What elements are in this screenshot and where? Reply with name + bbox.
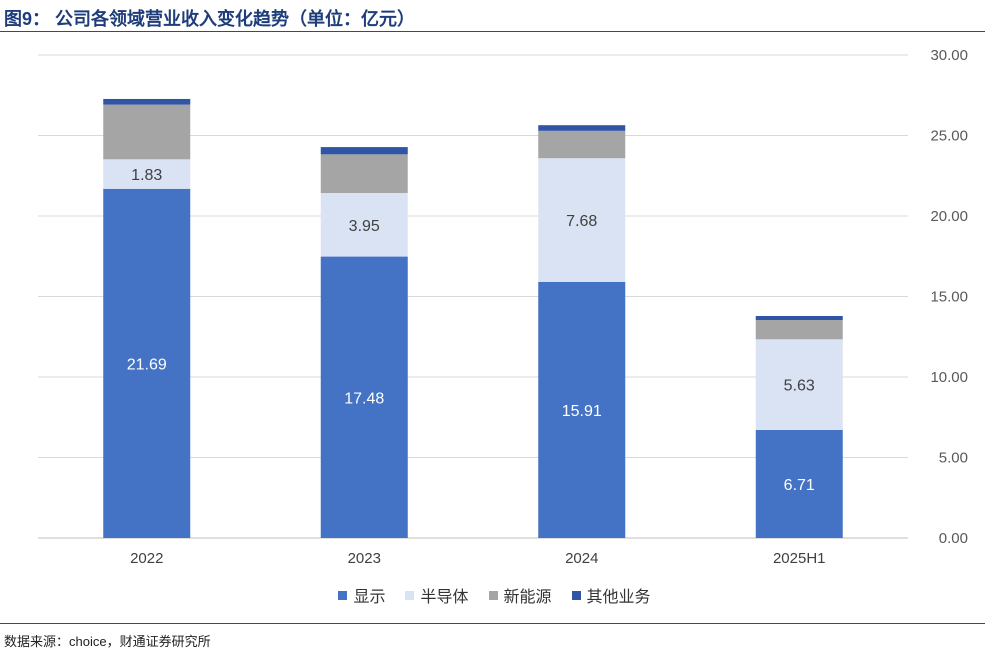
figure-title: 图9： 公司各领域营业收入变化趋势（单位：亿元）: [4, 9, 416, 29]
bar-segment: [103, 104, 191, 160]
data-source-note: 数据来源：choice，财通证券研究所: [4, 634, 211, 649]
y-tick-label: 25.00: [930, 128, 968, 145]
y-tick-label: 0.00: [939, 530, 968, 547]
legend-label: 新能源: [503, 589, 552, 606]
data-label: 15.91: [562, 403, 602, 420]
bar-segment: [320, 256, 408, 538]
bar-segment: [320, 192, 408, 257]
bar-segment: [755, 339, 843, 430]
bar-segment: [538, 158, 626, 282]
legend-item: 其他业务: [571, 583, 651, 607]
legend-swatch: [488, 590, 498, 600]
legend-label: 其他业务: [586, 589, 651, 606]
title-divider: [0, 31, 985, 32]
x-tick-label: 2023: [348, 550, 381, 567]
legend-swatch: [405, 590, 415, 600]
data-label: 3.95: [349, 218, 380, 235]
bar-segment: [755, 315, 843, 321]
y-tick-label: 20.00: [930, 208, 968, 225]
y-tick-label: 10.00: [930, 369, 968, 386]
data-label: 17.48: [344, 390, 384, 407]
bar-segment: [755, 429, 843, 538]
legend-swatch: [571, 590, 581, 600]
legend-swatch: [338, 590, 348, 600]
bar-segment: [103, 188, 191, 538]
bar-segment: [103, 159, 191, 189]
data-label: 6.71: [784, 477, 815, 494]
bar-segment: [103, 98, 191, 105]
legend-item: 半导体: [405, 583, 469, 607]
legend-item: 新能源: [488, 583, 552, 607]
y-tick-label: 5.00: [939, 450, 968, 467]
x-tick-label: 2025H1: [773, 550, 826, 567]
legend-item: 显示: [338, 583, 385, 607]
x-tick-label: 2022: [130, 550, 163, 567]
x-tick-label: 2024: [565, 550, 598, 567]
data-label: 21.69: [127, 356, 167, 373]
footer-divider: [0, 623, 985, 624]
bar-segment: [538, 130, 626, 159]
bar-segment: [538, 125, 626, 131]
chart-legend: 显示 半导体 新能源 其他业务: [0, 583, 989, 607]
bar-segment: [320, 147, 408, 155]
y-tick-label: 30.00: [930, 47, 968, 64]
legend-label: 半导体: [420, 589, 469, 606]
bar-segment: [538, 281, 626, 538]
data-label: 1.83: [131, 167, 162, 184]
bar-segment: [755, 320, 843, 340]
y-tick-label: 15.00: [930, 289, 968, 306]
legend-label: 显示: [353, 589, 386, 606]
data-label: 5.63: [784, 378, 815, 395]
data-label: 7.68: [566, 213, 597, 230]
bar-segment: [320, 154, 408, 193]
